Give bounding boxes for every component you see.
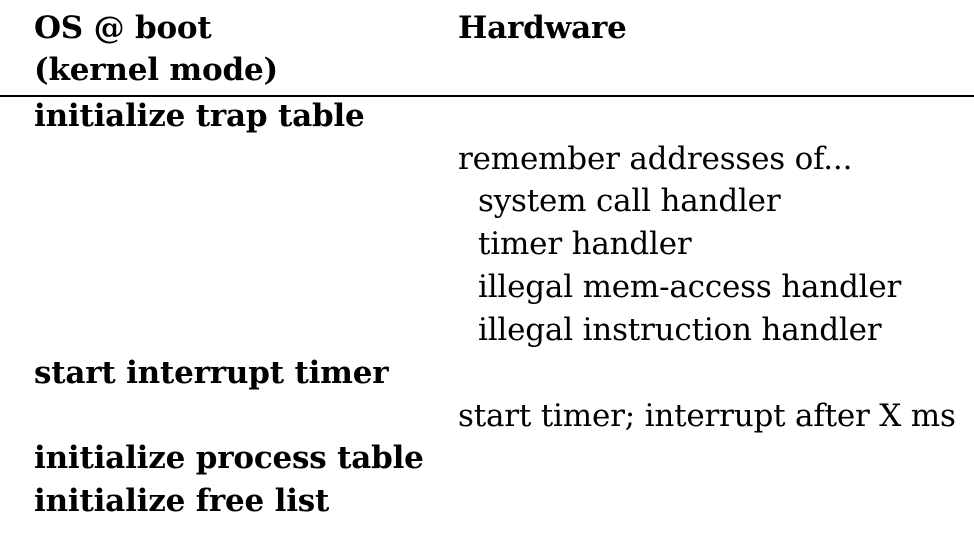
- hw-handler-system-call: system call handler: [478, 183, 781, 219]
- hardware-column-header: Hardware: [458, 10, 627, 46]
- os-column-header-line1: OS @ boot: [34, 10, 212, 46]
- hw-step-start-timer: start timer; interrupt after X ms: [458, 398, 956, 434]
- os-step-initialize-trap-table: initialize trap table: [34, 98, 365, 134]
- os-step-start-interrupt-timer: start interrupt timer: [34, 355, 389, 391]
- os-step-initialize-free-list: initialize free list: [34, 483, 330, 519]
- hw-step-remember-addresses: remember addresses of...: [458, 141, 853, 177]
- os-step-initialize-process-table: initialize process table: [34, 440, 424, 476]
- hw-handler-illegal-mem-access: illegal mem-access handler: [478, 269, 902, 305]
- hw-handler-illegal-instruction: illegal instruction handler: [478, 312, 882, 348]
- hw-handler-timer: timer handler: [478, 226, 692, 262]
- os-column-header-line2: (kernel mode): [34, 52, 278, 88]
- header-divider: [0, 95, 974, 97]
